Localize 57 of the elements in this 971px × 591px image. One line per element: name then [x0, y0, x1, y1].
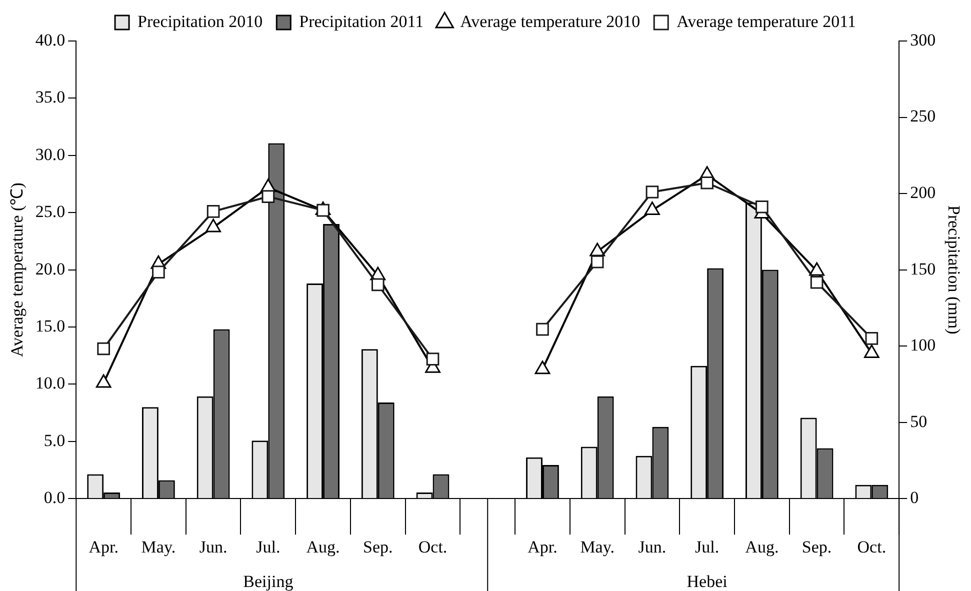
point: [536, 322, 549, 336]
x-tick-label: Oct.: [418, 537, 448, 556]
y2-axis-title: Precipitation (mm): [944, 205, 964, 334]
x-tick-label: Apr.: [528, 537, 558, 556]
x-tick-label: Sep.: [802, 537, 832, 556]
legend-label: Average temperature 2010: [460, 12, 640, 31]
point: [534, 360, 550, 374]
y2-tick-label: 200: [910, 183, 936, 202]
text: Hebei: [686, 572, 728, 591]
y2-tick-label: 150: [910, 259, 936, 278]
point: [810, 276, 824, 289]
point: [865, 332, 878, 345]
point: [864, 344, 880, 358]
y2-tick-label: 50: [910, 412, 928, 431]
x-tick-label: Oct.: [857, 537, 886, 556]
point: [206, 205, 220, 218]
point: [590, 255, 604, 268]
point: [809, 262, 824, 276]
y-tick-label: 30.0: [35, 144, 66, 164]
x-tick-label: Jul.: [695, 537, 720, 556]
y-tick-label: 40.0: [35, 30, 66, 50]
point: [426, 352, 440, 366]
y-axis-title: Average temperature (℃): [8, 182, 27, 357]
point: [646, 186, 659, 198]
x-tick-label: Jun.: [638, 537, 666, 556]
y-tick-label: 35.0: [35, 88, 66, 107]
legend-label: Precipitation 2011: [299, 12, 424, 31]
x-tick-label: Sep.: [363, 537, 393, 556]
y2-tick-label: 250: [910, 106, 936, 126]
y-tick-label: 0.0: [44, 488, 66, 508]
point: [262, 190, 275, 203]
point: [700, 176, 714, 190]
x-tick-label: May.: [141, 537, 176, 556]
point: [97, 342, 110, 356]
y-tick-label: 10.0: [35, 374, 66, 393]
text: Beijing: [243, 572, 294, 591]
x-tick-label: May.: [580, 537, 615, 556]
x-tick-label: Jun.: [199, 537, 228, 556]
y-tick-label: 5.0: [44, 430, 66, 450]
point: [756, 200, 768, 214]
point: [206, 218, 221, 232]
x-tick-label: Jul.: [256, 537, 280, 556]
y2-tick-label: 300: [910, 30, 936, 50]
y2-tick-label: 0: [910, 488, 919, 508]
y2-tick-label: 100: [910, 336, 936, 355]
point: [152, 266, 165, 278]
y-tick-label: 15.0: [35, 316, 66, 336]
x-tick-label: Aug.: [306, 537, 340, 556]
legend-label: Average temperature 2011: [676, 12, 856, 31]
x-tick-label: Apr.: [88, 537, 118, 556]
point: [644, 202, 660, 216]
point: [96, 374, 112, 388]
y-tick-label: 20.0: [35, 259, 66, 278]
point: [371, 278, 384, 292]
y-tick-label: 25.0: [35, 202, 66, 222]
x-tick-label: Aug.: [745, 537, 779, 556]
legend-label: Precipitation 2010: [138, 12, 263, 31]
